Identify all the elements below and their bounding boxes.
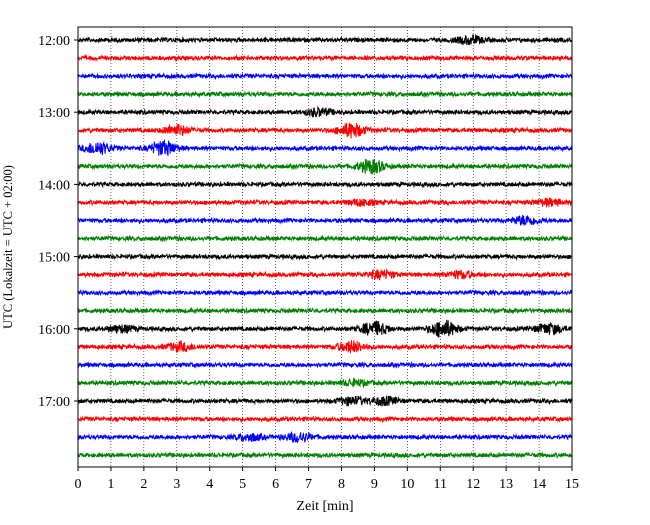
trace-1230 xyxy=(77,71,573,81)
x-tick-label: 12 xyxy=(466,477,480,492)
trace-1400 xyxy=(77,180,573,189)
x-tick-label: 3 xyxy=(173,477,180,492)
trace-1530 xyxy=(77,288,573,297)
grid-layer xyxy=(110,27,540,467)
trace-1630 xyxy=(77,360,573,369)
trace-1245 xyxy=(77,90,573,99)
trace-layer xyxy=(77,33,573,460)
trace-1415 xyxy=(77,197,573,208)
x-tick-label: 15 xyxy=(565,477,579,492)
trace-1615 xyxy=(77,339,573,354)
y-tick-label: 12:00 xyxy=(38,34,70,49)
trace-1500 xyxy=(77,252,573,261)
trace-1600 xyxy=(77,319,573,338)
x-axis-label: Zeit [min] xyxy=(296,499,353,514)
trace-1730 xyxy=(77,430,573,444)
trace-1200 xyxy=(77,33,573,46)
y-tick-label: 16:00 xyxy=(38,323,70,338)
trace-1645 xyxy=(77,377,573,389)
y-tick-label: 13:00 xyxy=(38,106,70,121)
plot-frame xyxy=(77,26,573,468)
trace-1430 xyxy=(77,214,573,226)
trace-1700 xyxy=(77,395,573,407)
x-tick-label: 14 xyxy=(532,477,546,492)
trace-1515 xyxy=(77,267,573,281)
x-tick-label: 5 xyxy=(239,477,246,492)
x-tick-label: 4 xyxy=(206,477,213,492)
x-tick-label: 7 xyxy=(305,477,312,492)
x-tick-label: 10 xyxy=(400,477,414,492)
y-axis-label: UTC (Lokalzeit = UTC + 02:00) xyxy=(1,165,15,329)
y-tick-label: 15:00 xyxy=(38,251,70,266)
x-tick-label: 8 xyxy=(338,477,345,492)
trace-1345 xyxy=(77,158,573,175)
trace-1300 xyxy=(77,105,573,118)
y-tick-label: 14:00 xyxy=(38,178,70,193)
trace-1215 xyxy=(77,53,573,63)
x-tick-label: 11 xyxy=(434,477,447,492)
trace-1545 xyxy=(77,306,573,315)
x-tick-label: 2 xyxy=(140,477,147,492)
x-tick-label: 0 xyxy=(75,477,82,492)
x-tick-label: 1 xyxy=(107,477,114,492)
trace-1445 xyxy=(77,234,573,243)
trace-1745 xyxy=(77,451,573,460)
trace-1715 xyxy=(77,415,573,424)
y-axis: 12:00 13:00 14:00 15:00 16:00 17:00 xyxy=(38,34,78,410)
x-tick-label: 13 xyxy=(499,477,513,492)
y-tick-label: 17:00 xyxy=(38,395,70,410)
x-axis: 0 1 2 3 4 5 6 7 8 9 10 11 12 13 14 15 xyxy=(75,467,579,492)
x-tick-label: 6 xyxy=(272,477,279,492)
trace-1330 xyxy=(77,139,573,156)
x-tick-label: 9 xyxy=(371,477,378,492)
trace-1315 xyxy=(77,122,573,139)
